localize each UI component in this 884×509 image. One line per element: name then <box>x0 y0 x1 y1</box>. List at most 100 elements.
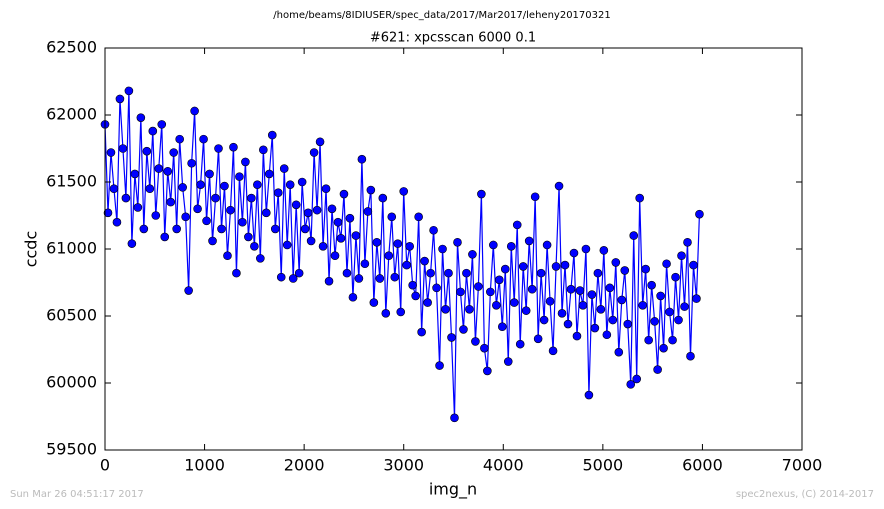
data-point <box>492 300 501 310</box>
data-point <box>689 260 698 270</box>
data-point <box>653 365 662 374</box>
data-point <box>569 248 579 258</box>
data-point <box>417 327 426 337</box>
data-point <box>396 307 406 317</box>
data-point <box>680 302 689 311</box>
data-point <box>575 286 585 295</box>
data-point <box>115 94 125 104</box>
data-point <box>539 315 549 325</box>
data-point <box>521 306 531 315</box>
data-point <box>420 256 429 266</box>
data-point <box>232 268 241 278</box>
chart-title: /home/beams/8IDIUSER/spec_data/2017/Mar2… <box>273 10 610 21</box>
data-point <box>641 264 650 274</box>
data-point <box>587 290 597 299</box>
y-tick-label: 60500 <box>46 306 97 325</box>
data-point <box>175 134 184 144</box>
data-point <box>483 366 492 376</box>
data-point <box>554 181 564 191</box>
data-point <box>608 315 618 325</box>
data-point <box>405 242 414 251</box>
data-point <box>309 148 319 157</box>
y-tick-label: 59500 <box>46 440 97 459</box>
data-point <box>247 193 256 203</box>
data-point <box>130 169 140 179</box>
data-point <box>253 180 262 189</box>
data-point <box>480 343 489 353</box>
data-point <box>668 335 677 345</box>
x-tick-label: 1000 <box>184 456 225 475</box>
data-point <box>300 224 310 234</box>
data-point <box>103 208 113 218</box>
data-point <box>399 187 409 196</box>
data-point <box>318 242 328 251</box>
data-point <box>638 300 647 310</box>
data-point <box>617 295 627 305</box>
data-point <box>548 346 558 356</box>
data-point <box>515 339 525 349</box>
data-point <box>139 224 149 234</box>
data-point <box>324 276 334 286</box>
data-point <box>596 304 606 314</box>
data-point <box>273 188 283 198</box>
data-point <box>202 216 211 226</box>
data-point <box>614 347 624 357</box>
data-point <box>303 208 313 218</box>
data-point <box>650 317 659 326</box>
data-point <box>459 325 468 334</box>
footer-left: Sun Mar 26 04:51:17 2017 <box>10 489 144 500</box>
data-point <box>423 298 432 307</box>
data-point <box>623 319 633 329</box>
data-point <box>447 333 456 342</box>
data-point <box>495 275 504 285</box>
data-point <box>671 272 680 282</box>
data-point <box>530 192 540 202</box>
data-point <box>644 335 653 345</box>
data-point <box>220 181 229 191</box>
data-point <box>187 158 196 168</box>
data-point <box>157 120 167 129</box>
data-point <box>181 212 190 222</box>
data-point <box>629 231 639 240</box>
data-point <box>620 266 630 275</box>
data-point <box>276 272 286 282</box>
data-point <box>542 240 552 250</box>
data-point <box>184 286 193 295</box>
data-point <box>205 169 214 179</box>
data-point <box>662 259 671 269</box>
data-point <box>477 189 486 199</box>
data-point <box>563 319 573 329</box>
data-point <box>474 282 483 291</box>
data-point <box>360 259 370 269</box>
data-point <box>238 217 247 227</box>
data-point <box>438 244 447 254</box>
data-point <box>677 251 686 260</box>
data-point <box>453 238 462 247</box>
data-point <box>151 211 161 220</box>
data-point <box>506 242 516 251</box>
data-point <box>659 343 668 353</box>
data-point <box>333 217 343 227</box>
data-point <box>208 236 217 246</box>
data-point <box>602 330 612 340</box>
data-point <box>136 113 146 122</box>
data-point <box>456 287 465 297</box>
y-axis-label: ccdc <box>22 231 41 268</box>
data-point <box>297 177 307 187</box>
data-point <box>330 251 340 260</box>
data-point <box>148 126 158 136</box>
data-point <box>384 251 394 260</box>
data-point <box>267 130 277 140</box>
data-point <box>465 304 474 314</box>
data-point <box>432 283 441 293</box>
data-point <box>402 260 412 270</box>
data-point <box>387 212 397 222</box>
data-point <box>557 309 567 318</box>
data-point <box>390 272 400 282</box>
data-point <box>339 189 349 199</box>
data-point <box>375 274 385 283</box>
data-point <box>172 224 181 234</box>
data-point <box>145 184 155 193</box>
data-point <box>270 224 280 234</box>
